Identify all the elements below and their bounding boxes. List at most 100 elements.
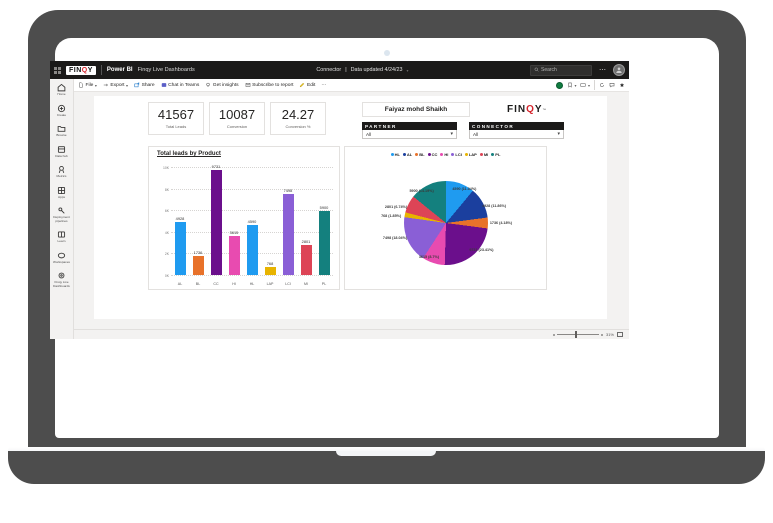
zoom-thumb[interactable] [574,331,577,338]
report-title[interactable]: Finqy Live Dashboards [137,67,195,73]
chart-title: Total leads by Product [157,151,221,157]
toolbar-more-button[interactable]: ⋯ [321,83,327,88]
bar[interactable] [174,221,186,275]
bar-item[interactable]: 2801 [300,167,312,275]
sidebar-item-data-hub[interactable]: Data hub [50,145,74,159]
legend-item[interactable]: BL [415,152,425,157]
fit-to-page-icon[interactable] [617,332,623,337]
sidebar-item-create[interactable]: Create [50,104,74,118]
file-button[interactable]: File ▾ [78,82,97,88]
slicer-title: CONNECTOR [469,122,564,130]
bookmark-button[interactable]: ▾ [567,82,576,88]
legend-label: PL [495,152,501,157]
pie-data-label: 7498 (18.04%) [382,235,408,240]
bar[interactable] [264,266,276,275]
legend-item[interactable]: CC [427,152,438,157]
refresh-icon[interactable] [599,82,605,88]
brand-part2: Y [534,104,543,115]
waffle-menu-icon[interactable] [54,66,61,74]
chevron-down-icon[interactable]: ▾ [406,67,409,73]
bar[interactable] [192,256,204,275]
brand-tm: ™ [542,107,547,112]
bar-item[interactable]: 9731 [210,164,222,275]
bar[interactable] [318,211,330,275]
legend-item[interactable]: LCI [451,152,462,157]
legend-swatch [491,153,495,156]
excel-green-icon[interactable] [555,81,563,89]
legend-swatch [440,153,444,156]
bar-data-label: 3615 [229,229,239,235]
share-button[interactable]: Share [134,82,155,88]
legend-item[interactable]: AL [402,152,412,157]
gridline: 0K [165,274,333,278]
sidebar-label: Browse [56,133,67,138]
bar-x-axis-labels: AL BL CC HI HL LAP LCI MI PL [171,282,333,286]
sidebar-item-learn[interactable]: Learn [50,230,74,244]
bar[interactable] [228,235,240,275]
comment-icon[interactable] [609,82,615,88]
sidebar-item-apps[interactable]: Apps [50,186,74,200]
bar-item[interactable]: 5900 [318,167,330,275]
view-icon [580,82,586,88]
sidebar-item-home[interactable]: Home [50,83,74,97]
sidebar-label: Workspaces [53,259,70,264]
avatar[interactable] [613,64,625,76]
y-axis-tick: 0K [164,274,169,278]
pie-data-label: 1736 (4.18%) [489,220,513,225]
bar[interactable] [246,225,258,275]
bar-item[interactable]: 4928 [174,167,186,275]
report-page: 41567 Total Leads 10087 Conversion 24.27… [94,96,607,319]
legend-item[interactable]: HI [440,152,448,157]
y-axis-tick: 10K [162,166,169,170]
legend-item[interactable]: LAP [464,152,477,157]
sidebar-item-metrics[interactable]: Metrics [50,165,74,179]
view-button[interactable]: ▾ [580,82,590,88]
kpi-card-conversion[interactable]: 10087 Conversion [209,102,265,135]
pie-chart-visual[interactable]: HL AL BL CC HI LCI LAP MI PL 4590 (11.04%) 4928 (… [344,146,547,290]
edit-button[interactable]: Edit [299,82,315,88]
sidebar-item-workspaces[interactable]: Workspaces [50,251,74,265]
bar-series: 4928 1736 9731 3615 4590 768 7498 2801 5900 [171,164,333,275]
export-icon [103,82,109,88]
create-icon [57,104,66,113]
sidebar-item-deployment-pipelines[interactable]: Deployment pipelines [50,206,74,223]
share-label: Share [141,82,155,88]
legend-swatch [464,153,468,156]
kpi-card-conversion-percent[interactable]: 24.27 Conversion % [270,102,326,135]
bar-chart-visual[interactable]: Total leads by Product 0K 2K 4K 6K 8K 10K 4928… [148,146,340,290]
sidebar-item-finqy-live-dashboards[interactable]: Finqy Live Dashboards [50,271,74,288]
bar[interactable] [300,244,312,275]
legend-item[interactable]: MI [479,152,488,157]
bar-item[interactable]: 768 [264,167,276,275]
bar[interactable] [282,194,294,275]
favorite-icon[interactable] [619,82,625,88]
data-updated-label[interactable]: Data updated 4/24/23 [350,67,403,73]
legend-label: CC [431,152,438,157]
report-content: File ▾ Export ▾ Share Chat in Teams [74,79,629,339]
zoom-slider[interactable] [552,331,603,338]
bar-item[interactable]: 4590 [246,167,258,275]
teams-icon [161,82,167,88]
get-insights-button[interactable]: Get insights [205,82,239,88]
sidebar-item-browse[interactable]: Browse [50,124,74,138]
bar-item[interactable]: 7498 [282,167,294,275]
gridline: 8K [165,188,333,192]
slicer-dropdown[interactable]: All ▾ [469,130,564,139]
report-icon [57,271,66,280]
bar[interactable] [210,169,222,275]
zoom-track[interactable] [556,331,599,338]
header-more-button[interactable]: ⋯ [599,67,606,74]
bar-item[interactable]: 1736 [192,167,204,275]
legend-label: LCI [455,152,462,157]
export-button[interactable]: Export ▾ [103,82,128,88]
legend-item[interactable]: HL [390,152,400,157]
product-name[interactable]: Power BI [106,67,133,73]
search-input[interactable]: Search [530,64,592,76]
subscribe-to-report-button[interactable]: Subscribe to report [245,82,293,88]
slicer-dropdown[interactable]: All ▾ [362,130,457,139]
bar-item[interactable]: 3615 [228,167,240,275]
kpi-card-total-leads[interactable]: 41567 Total Leads [148,102,204,135]
connector-label[interactable]: Connector [316,67,342,73]
legend-item[interactable]: PL [491,152,500,157]
chat-in-teams-button[interactable]: Chat in Teams [161,82,199,88]
